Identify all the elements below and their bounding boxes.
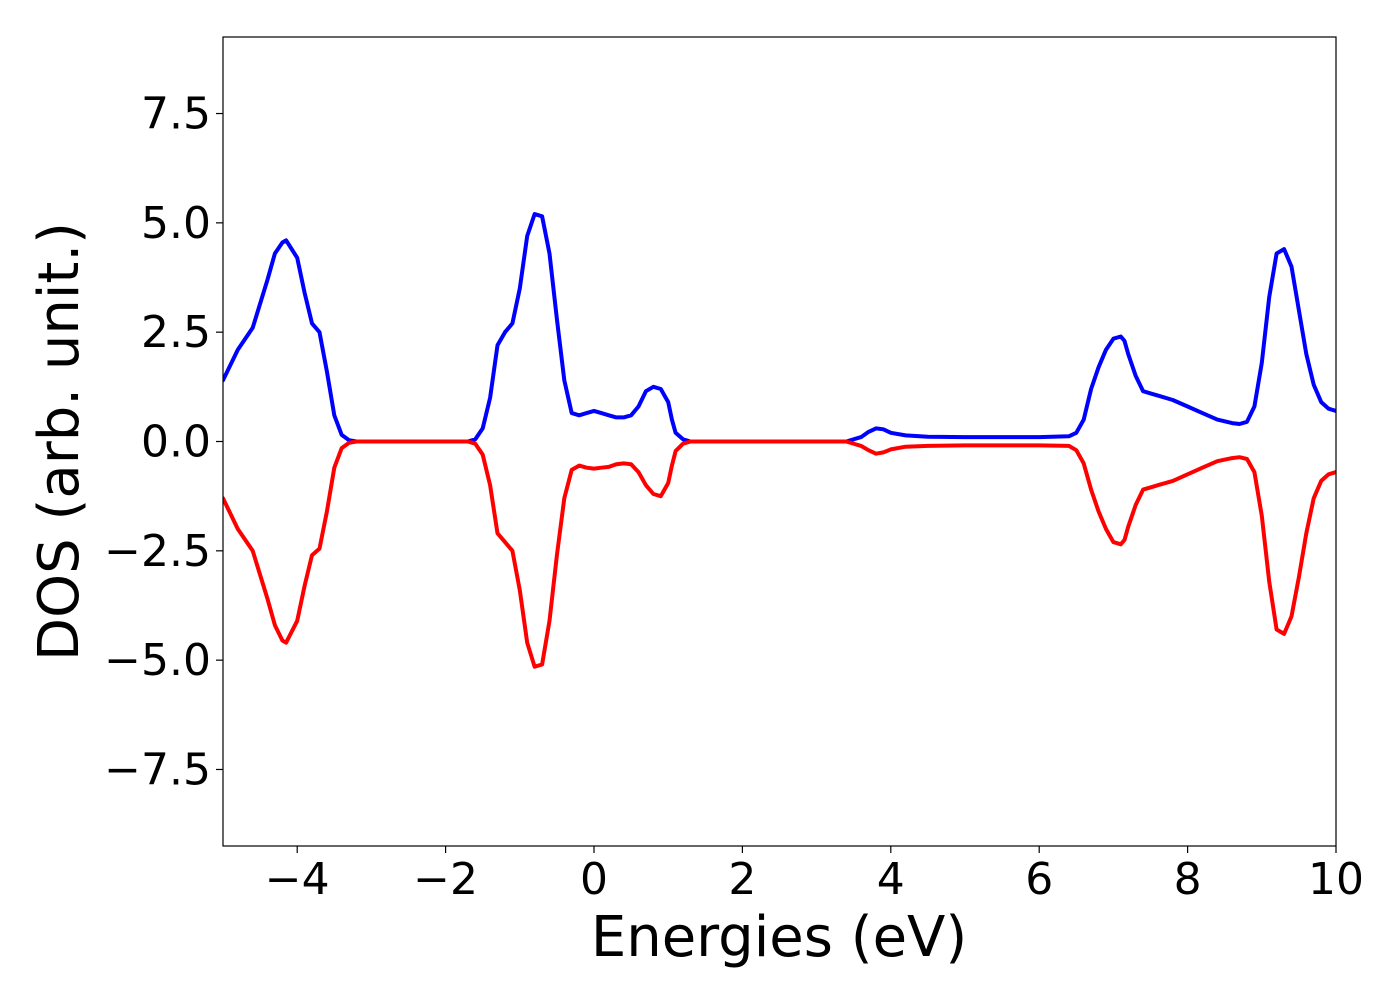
y-tick-label: −2.5 — [104, 526, 211, 577]
x-tick-label: 6 — [1025, 854, 1053, 905]
y-tick-label: −5.0 — [104, 635, 211, 686]
x-tick-label: 8 — [1174, 854, 1202, 905]
x-tick-label: 4 — [877, 854, 905, 905]
y-tick-label: 5.0 — [141, 198, 211, 249]
y-tick-label: 2.5 — [141, 307, 211, 358]
y-tick-label: 7.5 — [141, 89, 211, 140]
x-tick-label: 2 — [728, 854, 756, 905]
y-tick-label: −7.5 — [104, 744, 211, 795]
y-axis-label: DOS (arb. unit.) — [27, 222, 92, 661]
x-axis-label: Energies (eV) — [591, 905, 967, 970]
y-axis-ticks: 7.5 5.0 2.5 0.0 −2.5 −5.0 −7.5 — [104, 89, 223, 795]
x-tick-label: 10 — [1308, 854, 1364, 905]
spin-down-line — [223, 439, 1336, 669]
x-tick-label: −4 — [265, 854, 330, 905]
y-tick-label: 0.0 — [141, 417, 211, 468]
x-tick-label: −2 — [413, 854, 478, 905]
series-layer — [223, 212, 1336, 669]
x-tick-label: 0 — [580, 854, 608, 905]
x-axis-ticks: −4 −2 0 2 4 6 8 10 — [265, 846, 1364, 905]
